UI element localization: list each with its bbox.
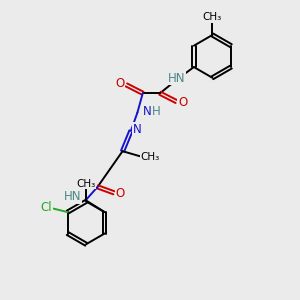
Text: HN: HN [64, 190, 81, 203]
Text: Cl: Cl [40, 201, 52, 214]
Text: HN: HN [168, 72, 185, 85]
Text: O: O [178, 96, 188, 109]
Text: O: O [116, 188, 125, 200]
Text: N: N [133, 123, 142, 136]
Text: CH₃: CH₃ [203, 12, 222, 22]
Text: CH₃: CH₃ [140, 152, 160, 162]
Text: N: N [142, 105, 151, 118]
Text: CH₃: CH₃ [76, 178, 96, 189]
Text: H: H [152, 106, 161, 118]
Text: O: O [115, 77, 124, 90]
